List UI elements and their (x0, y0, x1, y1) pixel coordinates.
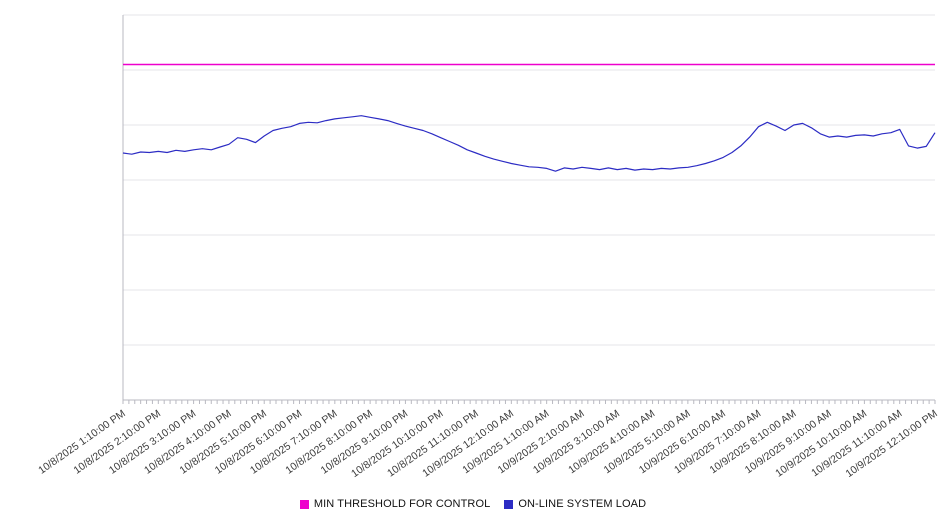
min-threshold-swatch-icon (299, 499, 309, 509)
legend-item-min-threshold: MIN THRESHOLD FOR CONTROL (299, 498, 491, 510)
series-line-online-system-load (122, 115, 936, 172)
legend-item-online-system-load: ON-LINE SYSTEM LOAD (504, 498, 646, 510)
online-system-load-swatch-icon (504, 499, 514, 509)
chart-legend: MIN THRESHOLD FOR CONTROL ON-LINE SYSTEM… (0, 498, 946, 510)
legend-label-online-system-load: ON-LINE SYSTEM LOAD (518, 498, 647, 510)
legend-label-min-threshold: MIN THRESHOLD FOR CONTROL (313, 498, 491, 510)
